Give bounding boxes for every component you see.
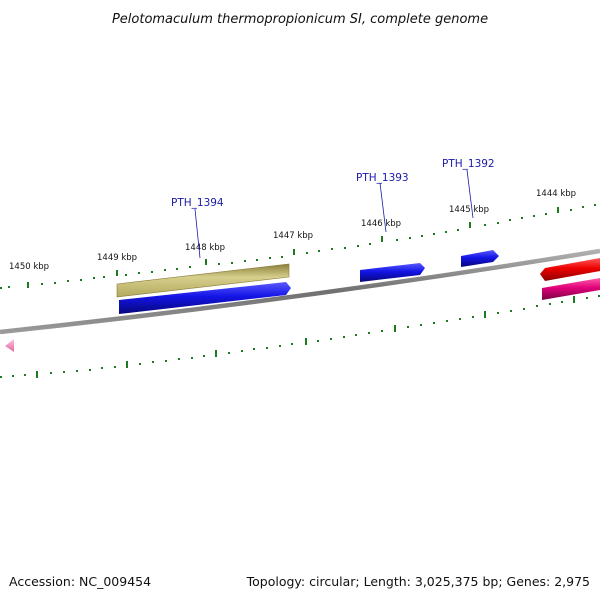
gene-pth-1392[interactable]	[461, 250, 499, 267]
major-tick	[557, 207, 559, 213]
gene-label-pth-1394[interactable]: PTH_1394	[171, 197, 224, 209]
genome-summary-text: Topology: circular; Length: 3,025,375 bp…	[246, 574, 590, 589]
major-tick	[116, 270, 118, 276]
major-tick	[381, 236, 383, 242]
major-tick	[293, 249, 295, 255]
major-tick	[469, 222, 471, 228]
genome-backbone	[0, 248, 600, 335]
major-tick	[305, 338, 307, 345]
major-tick	[27, 282, 29, 288]
gene-label-pth-1393[interactable]: PTH_1393	[356, 172, 409, 184]
tick-label-1446: 1446 kbp	[361, 219, 401, 229]
red-feature[interactable]	[540, 258, 600, 281]
leader-line-pth-1394	[194, 208, 201, 259]
tick-label-1450: 1450 kbp	[9, 262, 49, 272]
tick-label-1444: 1444 kbp	[536, 189, 576, 199]
major-tick	[36, 371, 38, 378]
major-tick	[205, 259, 207, 265]
map-title: Pelotomaculum thermopropionicum SI, comp…	[112, 12, 488, 27]
inner-tick-ring	[0, 295, 600, 378]
major-tick	[573, 296, 575, 303]
outer-tick-ring	[0, 204, 596, 289]
magenta-feature[interactable]	[542, 278, 600, 300]
leader-line-pth-1393	[379, 182, 387, 233]
gene-label-pth-1392[interactable]: PTH_1392	[442, 158, 495, 170]
khaki-feature[interactable]	[116, 263, 290, 298]
tick-label-1448: 1448 kbp	[185, 243, 225, 253]
tick-label-1449: 1449 kbp	[97, 253, 137, 263]
major-tick	[394, 325, 396, 332]
leader-line-pth-1392	[466, 169, 474, 219]
accession-text: Accession: NC_009454	[9, 574, 151, 589]
pink-feature[interactable]	[5, 339, 14, 352]
tick-label-1447: 1447 kbp	[273, 231, 313, 241]
major-tick	[126, 361, 128, 368]
gene-pth-1394[interactable]	[119, 282, 291, 314]
major-tick	[484, 311, 486, 318]
tick-label-1445: 1445 kbp	[449, 205, 489, 215]
major-tick	[215, 350, 217, 357]
gene-pth-1393[interactable]	[360, 263, 425, 282]
